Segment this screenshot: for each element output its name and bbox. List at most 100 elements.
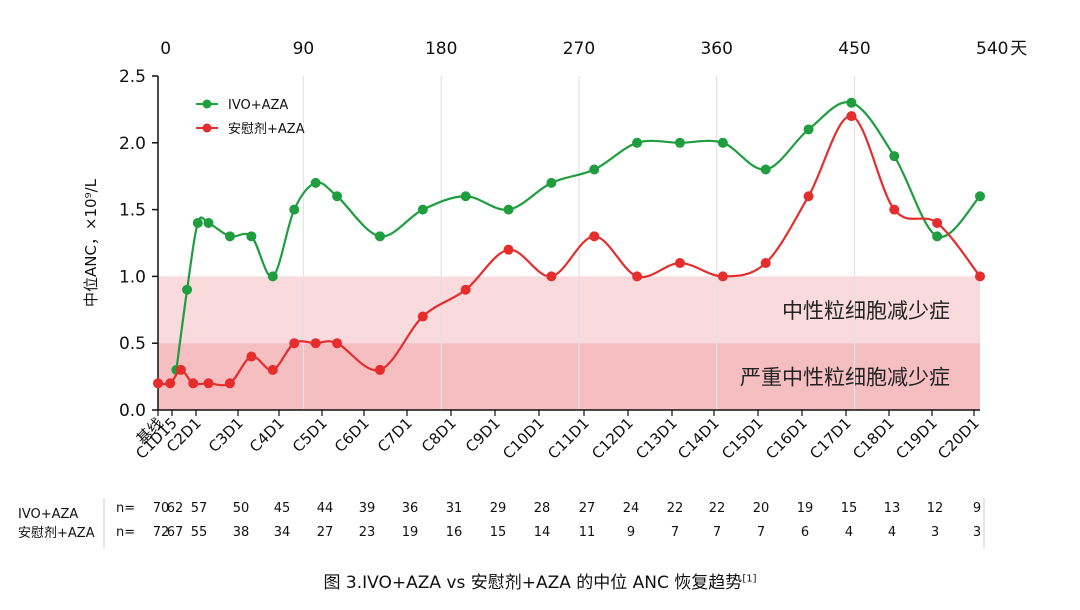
legend-label-1: 安慰剂+AZA bbox=[228, 122, 305, 137]
x-tick-label-17: C17D1 bbox=[806, 414, 855, 463]
series-1-point-16 bbox=[589, 231, 600, 242]
series-1-point-13 bbox=[460, 284, 471, 295]
series-1-point-20 bbox=[760, 258, 771, 269]
x-tick-label-20: C20D1 bbox=[934, 414, 983, 463]
table-cell-1-8: 16 bbox=[446, 525, 463, 540]
top-tick-label-540: 540 bbox=[976, 39, 1008, 59]
table-cell-1-15: 7 bbox=[757, 525, 765, 540]
table-cell-0-6: 39 bbox=[359, 501, 376, 516]
table-cell-1-4: 34 bbox=[274, 525, 291, 540]
series-0-point-12 bbox=[460, 191, 471, 202]
top-tick-label-270: 270 bbox=[563, 39, 595, 59]
series-0-point-20 bbox=[803, 124, 814, 135]
table-cell-0-19: 12 bbox=[927, 501, 944, 516]
legend-label-0: IVO+AZA bbox=[228, 98, 288, 113]
legend: IVO+AZA 安慰剂+AZA bbox=[196, 98, 305, 137]
table-row-name-1: 安慰剂+AZA bbox=[18, 526, 95, 541]
y-tick-label-3: 1.5 bbox=[119, 201, 146, 221]
band-1 bbox=[158, 343, 980, 410]
series-1-point-0 bbox=[153, 378, 163, 389]
series-0-point-19 bbox=[760, 164, 771, 175]
x-tick-label-6: C6D1 bbox=[331, 414, 373, 456]
caption-ref: [1] bbox=[742, 573, 757, 585]
table-cell-1-5: 27 bbox=[317, 525, 334, 540]
table-row-prefix-1: n= bbox=[116, 525, 135, 540]
band-label-1: 严重中性粒细胞减少症 bbox=[740, 366, 950, 390]
legend-marker-0 bbox=[202, 99, 212, 109]
series-1-point-9 bbox=[310, 338, 321, 349]
caption-text: 图 3.IVO+AZA vs 安慰剂+AZA 的中位 ANC 恢复趋势 bbox=[323, 573, 743, 593]
table-cell-0-5: 44 bbox=[317, 501, 334, 516]
table-cell-1-0: 72 bbox=[153, 525, 170, 540]
x-tick-label-15: C15D1 bbox=[718, 414, 767, 463]
x-tick-label-12: C12D1 bbox=[588, 414, 637, 463]
series-1-point-12 bbox=[417, 311, 428, 322]
table-cell-0-18: 13 bbox=[884, 501, 901, 516]
table-cell-0-16: 19 bbox=[797, 501, 814, 516]
top-tick-label-450: 450 bbox=[838, 39, 870, 59]
table-cell-1-6: 23 bbox=[359, 525, 376, 540]
table-cell-0-10: 28 bbox=[534, 501, 551, 516]
table-cell-1-20: 3 bbox=[973, 525, 981, 540]
series-0-point-17 bbox=[674, 137, 685, 148]
table-cell-0-1: 62 bbox=[167, 501, 184, 516]
table-cell-1-10: 14 bbox=[534, 525, 551, 540]
series-1-point-3 bbox=[188, 378, 199, 389]
x-tick-label-18: C18D1 bbox=[849, 414, 898, 463]
table-cell-1-13: 7 bbox=[671, 525, 679, 540]
series-0-point-3 bbox=[203, 217, 214, 228]
series-1-point-19 bbox=[717, 271, 728, 282]
series-0-point-1 bbox=[182, 284, 193, 295]
table-cell-1-16: 6 bbox=[801, 525, 809, 540]
x-tick-label-10: C10D1 bbox=[499, 414, 548, 463]
top-tick-label-90: 90 bbox=[293, 39, 315, 59]
table-cell-0-12: 24 bbox=[623, 501, 640, 516]
x-tick-label-14: C14D1 bbox=[674, 414, 723, 463]
x-tick-label-3: C3D1 bbox=[205, 414, 247, 456]
top-tick-label-360: 360 bbox=[700, 39, 732, 59]
table-cell-0-9: 29 bbox=[490, 501, 507, 516]
series-0-point-11 bbox=[417, 204, 428, 215]
top-tick-label-180: 180 bbox=[425, 39, 457, 59]
series-1-point-17 bbox=[632, 271, 643, 282]
table-cell-1-1: 67 bbox=[167, 525, 184, 540]
series-1-point-7 bbox=[267, 364, 278, 375]
series-1-point-11 bbox=[374, 364, 385, 375]
x-tick-label-13: C13D1 bbox=[632, 414, 681, 463]
table-cell-1-7: 19 bbox=[402, 525, 419, 540]
series-0-point-2 bbox=[192, 217, 203, 228]
series-1-point-10 bbox=[332, 338, 343, 349]
series-0-point-23 bbox=[932, 231, 943, 242]
figure-caption: 图 3.IVO+AZA vs 安慰剂+AZA 的中位 ANC 恢复趋势[1] bbox=[0, 568, 1080, 593]
series-0-point-18 bbox=[717, 137, 728, 148]
series-1-point-23 bbox=[889, 204, 900, 215]
table-cell-0-2: 57 bbox=[191, 501, 208, 516]
table-cell-0-15: 20 bbox=[753, 501, 770, 516]
series-0-point-9 bbox=[332, 191, 343, 202]
x-tick-label-5: C5D1 bbox=[289, 414, 331, 456]
series-1-point-2 bbox=[175, 364, 186, 375]
series-1-point-18 bbox=[674, 258, 685, 269]
table-cell-1-14: 7 bbox=[713, 525, 721, 540]
series-1-point-6 bbox=[246, 351, 257, 362]
table-cell-0-13: 22 bbox=[667, 501, 684, 516]
x-tick-label-7: C7D1 bbox=[374, 414, 416, 456]
table-cell-1-11: 11 bbox=[579, 525, 596, 540]
y-axis-label: 中位ANC，×10⁹/L bbox=[82, 178, 100, 307]
series-1-point-22 bbox=[846, 111, 857, 122]
series-0-point-15 bbox=[589, 164, 600, 175]
band-0 bbox=[158, 276, 980, 344]
x-tick-label-4: C4D1 bbox=[246, 414, 288, 456]
series-0-point-24 bbox=[975, 191, 985, 202]
legend-marker-1 bbox=[202, 123, 212, 133]
series-0-point-6 bbox=[267, 271, 278, 282]
series-1-point-14 bbox=[503, 244, 514, 255]
series-0-point-21 bbox=[846, 97, 857, 108]
series-layer bbox=[153, 97, 985, 389]
series-0-point-14 bbox=[546, 177, 557, 188]
table-cell-1-2: 55 bbox=[191, 525, 208, 540]
grid-layer bbox=[302, 76, 856, 410]
top-tick-label-0: 0 bbox=[160, 39, 171, 59]
